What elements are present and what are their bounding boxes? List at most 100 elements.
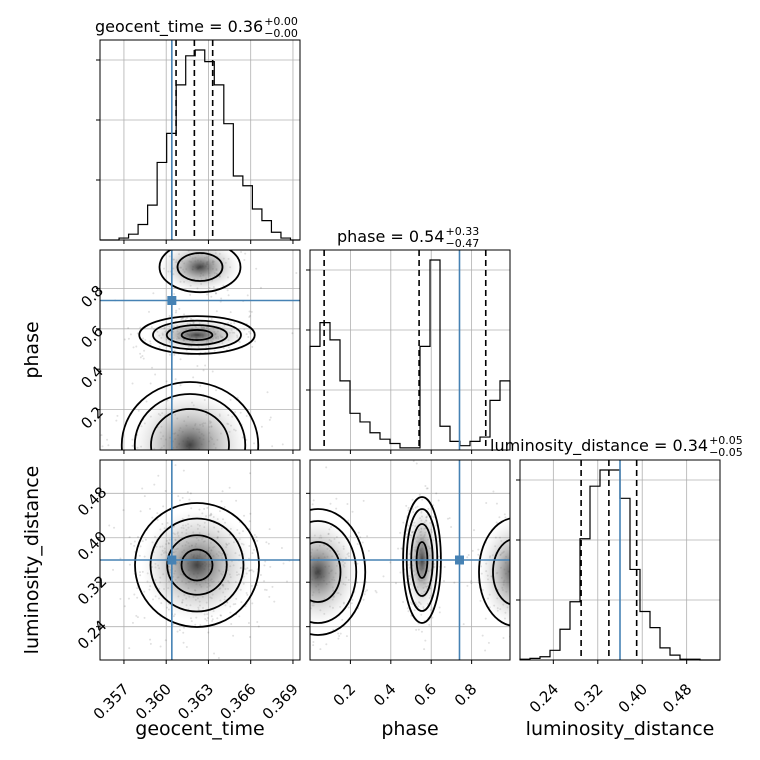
panel-geocent-time-vs-phase-pt <box>182 453 184 455</box>
panel-phase-vs-luminosity-distance-pt <box>471 549 474 552</box>
panel-geocent-time-vs-phase-pt <box>141 456 143 458</box>
panel-geocent-time-vs-luminosity-distance-pt <box>123 605 126 608</box>
panel-geocent-time-vs-luminosity-distance-pt <box>229 611 232 614</box>
panel-geocent-time-vs-luminosity-distance-pt <box>217 657 220 660</box>
panel-geocent-time-vs-luminosity-distance-pt <box>257 625 260 628</box>
panel-phase-vs-luminosity-distance-pt <box>503 513 506 516</box>
panel-geocent-time-vs-luminosity-distance-xticklabel-4: 0.369 <box>259 680 302 723</box>
panel-geocent-time-vs-luminosity-distance-pt <box>253 534 256 537</box>
panel-phase-vs-luminosity-distance-pt <box>504 681 506 683</box>
title-luminosity-distance-plus: +0.05 <box>709 434 743 447</box>
xlabel-phase: phase <box>381 718 438 740</box>
panel-geocent-time-vs-luminosity-distance-pt <box>176 630 179 633</box>
panel-geocent-time-vs-luminosity-distance-pt <box>122 509 125 512</box>
title-geocent-time: geocent_time = 0.36 <box>95 17 263 37</box>
panel-geocent-time-vs-luminosity-distance-pt <box>136 587 139 590</box>
panel-phase-vs-luminosity-distance-xticklabel-3: 0.8 <box>451 680 481 710</box>
panel-phase-vs-luminosity-distance-pt <box>411 498 414 501</box>
panel-geocent-time-vs-luminosity-distance-pt <box>256 621 259 624</box>
panel-geocent-time-vs-phase-pt <box>220 244 222 246</box>
panel-geocent-time-vs-phase-pt <box>206 293 209 296</box>
panel-geocent-time-vs-phase-pt <box>106 438 109 441</box>
panel-phase-vs-luminosity-distance-pt <box>306 592 308 594</box>
title-geocent-time-minus: −0.00 <box>264 27 298 40</box>
panel-geocent-time-vs-phase-pt <box>136 453 138 455</box>
panel-geocent-time-vs-phase-pt <box>149 340 152 343</box>
panel-phase-vs-luminosity-distance-pt <box>329 502 332 505</box>
panel-phase-vs-luminosity-distance-pt <box>362 598 365 601</box>
panel-geocent-time-vs-luminosity-distance-pt <box>245 592 248 595</box>
panel-phase-vs-luminosity-distance-pt <box>516 534 518 536</box>
panel-geocent-time-vs-phase-pt <box>135 345 138 348</box>
panel-phase-vs-luminosity-distance-pt <box>424 639 427 642</box>
panel-phase-vs-luminosity-distance-pt <box>424 485 427 488</box>
panel-geocent-time-vs-luminosity-distance-pt <box>263 580 266 583</box>
panel-geocent-time-vs-phase-pt <box>206 241 208 243</box>
panel-phase-vs-luminosity-distance-pt <box>437 499 440 502</box>
panel-geocent-time-vs-luminosity-distance-pt <box>263 588 266 591</box>
panel-phase-vs-luminosity-distance-pt <box>448 517 451 520</box>
panel-geocent-time-vs-luminosity-distance-pt <box>138 554 141 557</box>
panel-geocent-time-vs-phase-pt <box>150 326 153 329</box>
panel-geocent-time-vs-luminosity-distance-pt <box>240 601 243 604</box>
panel-geocent-time-vs-luminosity-distance-pt <box>182 641 185 644</box>
panel-geocent-time-vs-luminosity-distance-pt <box>228 486 231 489</box>
panel-geocent-time-vs-phase-pt <box>179 358 182 361</box>
panel-phase-vs-luminosity-distance-pt <box>307 544 309 546</box>
panel-geocent-time-vs-phase-pt <box>236 396 239 399</box>
hist-luminosity-distance: 0.24 0.32 0.40 0.48 <box>516 459 721 716</box>
hist-geocent-time-step <box>100 49 300 241</box>
panel-phase-vs-luminosity-distance-pt <box>516 547 518 549</box>
panel-geocent-time-vs-luminosity-distance-pt <box>136 616 139 619</box>
panel-geocent-time-vs-phase-pt <box>149 382 152 385</box>
panel-phase-vs-luminosity-distance-pt <box>407 509 410 512</box>
panel-phase-vs-luminosity-distance-pt <box>443 566 446 569</box>
panel-geocent-time-vs-phase-truth-marker <box>167 296 177 306</box>
panel-geocent-time-vs-phase-pt <box>249 332 252 335</box>
panel-geocent-time-vs-phase-pt <box>147 310 150 313</box>
panel-geocent-time-vs-luminosity-distance-pt <box>246 593 249 596</box>
panel-phase-vs-luminosity-distance-pt <box>414 506 417 509</box>
panel-phase-vs-luminosity-distance-pt <box>412 510 415 513</box>
panel-phase-vs-luminosity-distance-pt <box>421 498 424 501</box>
panel-geocent-time-vs-luminosity-distance-pt <box>263 564 266 567</box>
panel-geocent-time-vs-phase-contour-0-1 <box>158 250 242 294</box>
hist-geocent-time-border <box>99 39 301 241</box>
panel-phase-vs-luminosity-distance-pt <box>307 567 309 569</box>
panel-phase-vs-luminosity-distance-pt <box>470 582 473 585</box>
panel-phase-vs-luminosity-distance-pt <box>515 587 517 589</box>
panel-phase-vs-luminosity-distance-pt <box>306 545 308 547</box>
panel-geocent-time-vs-phase-pt <box>169 248 171 250</box>
panel-geocent-time-vs-luminosity-distance-pt <box>248 636 251 639</box>
panel-geocent-time-vs-phase-contour-1-0 <box>180 329 214 341</box>
panel-phase-vs-luminosity-distance-pt <box>428 623 431 626</box>
panel-geocent-time-vs-phase-pt <box>139 326 142 329</box>
panel-geocent-time-vs-luminosity-distance-pt <box>252 570 255 573</box>
panel-geocent-time-vs-luminosity-distance-pt <box>211 618 214 621</box>
panel-phase-vs-luminosity-distance-pt <box>514 575 516 577</box>
panel-phase-vs-luminosity-distance-contour-0-2 <box>310 508 367 636</box>
panel-geocent-time-vs-phase-pt <box>215 455 217 457</box>
panel-phase-vs-luminosity-distance-pt <box>305 548 307 550</box>
panel-geocent-time-vs-phase-pt <box>180 241 182 243</box>
panel-geocent-time-vs-luminosity-distance-pt <box>190 507 193 510</box>
panel-geocent-time-vs-phase-contour-0-0 <box>176 252 224 282</box>
panel-phase-vs-luminosity-distance-pt <box>302 603 304 605</box>
panel-phase-vs-luminosity-distance-pt <box>305 531 307 533</box>
panel-geocent-time-vs-phase-pt <box>173 353 176 356</box>
hist-luminosity-distance-border <box>519 459 721 661</box>
panel-geocent-time-vs-luminosity-distance-pt <box>164 490 167 493</box>
panel-phase-vs-luminosity-distance-pt <box>498 516 501 519</box>
panel-geocent-time-vs-phase-contour-1-2 <box>152 319 242 351</box>
panel-phase-vs-luminosity-distance-pt <box>338 635 341 638</box>
panel-geocent-time-vs-luminosity-distance-pt <box>139 545 142 548</box>
panel-phase-vs-luminosity-distance-pt <box>492 490 495 493</box>
panel-geocent-time-vs-luminosity-distance-pt <box>174 667 176 669</box>
panel-geocent-time-vs-luminosity-distance-xticklabel-0: 0.357 <box>90 680 133 723</box>
panel-geocent-time-vs-luminosity-distance-pt <box>259 574 262 577</box>
panel-geocent-time-vs-luminosity-distance-pt <box>247 622 250 625</box>
panel-geocent-time-vs-phase-pt <box>137 409 140 412</box>
panel-geocent-time-vs-luminosity-distance-pt <box>223 662 225 664</box>
panel-geocent-time-vs-luminosity-distance-contour-0-1 <box>166 534 228 596</box>
panel-phase-vs-luminosity-distance-pt <box>302 598 304 600</box>
